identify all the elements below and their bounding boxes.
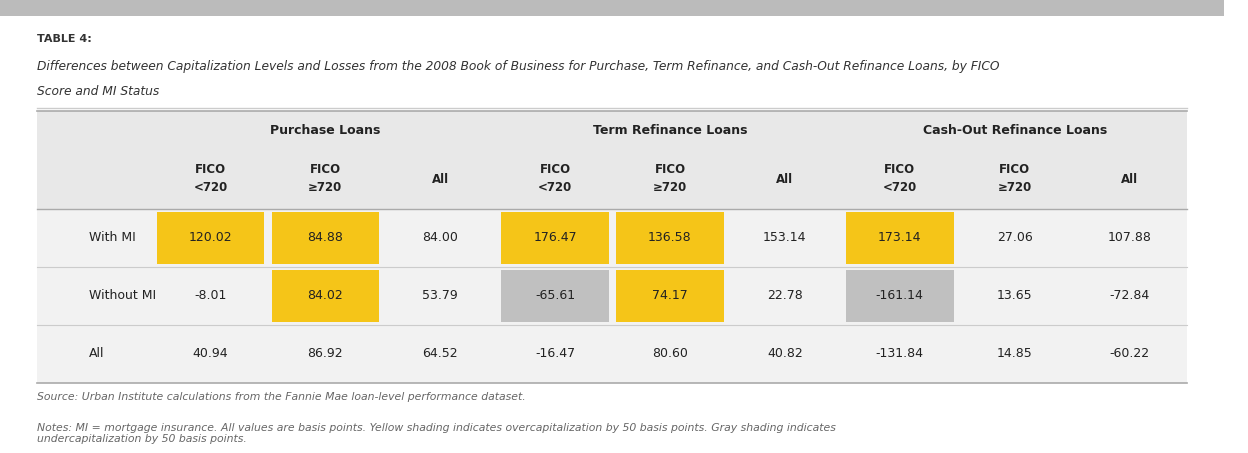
Text: ≥720: ≥720 [653,181,688,194]
Text: 40.82: 40.82 [768,347,802,360]
FancyBboxPatch shape [0,0,1224,16]
Text: 176.47: 176.47 [533,231,577,244]
Text: -161.14: -161.14 [876,289,924,302]
Text: Without MI: Without MI [89,289,156,302]
Text: 84.02: 84.02 [307,289,343,302]
Text: All: All [1121,173,1138,186]
FancyBboxPatch shape [617,212,724,264]
FancyBboxPatch shape [157,212,265,264]
Text: 136.58: 136.58 [648,231,691,244]
Text: 80.60: 80.60 [651,347,688,360]
Text: ≥720: ≥720 [997,181,1032,194]
Text: 22.78: 22.78 [768,289,802,302]
Text: -16.47: -16.47 [535,347,575,360]
FancyBboxPatch shape [617,270,724,322]
Text: <720: <720 [538,181,572,194]
Text: All: All [776,173,794,186]
Text: With MI: With MI [89,231,136,244]
Text: Source: Urban Institute calculations from the Fannie Mae loan-level performance : Source: Urban Institute calculations fro… [36,392,525,402]
FancyBboxPatch shape [272,212,379,264]
Text: -65.61: -65.61 [535,289,575,302]
Text: -8.01: -8.01 [195,289,227,302]
Text: ≥720: ≥720 [308,181,342,194]
Text: 84.88: 84.88 [307,231,343,244]
Text: Cash-Out Refinance Loans: Cash-Out Refinance Loans [922,124,1107,137]
Text: 120.02: 120.02 [188,231,232,244]
Text: 64.52: 64.52 [422,347,458,360]
Text: -60.22: -60.22 [1109,347,1149,360]
Text: 107.88: 107.88 [1107,231,1152,244]
Text: 14.85: 14.85 [997,347,1032,360]
Text: FICO: FICO [195,163,226,176]
FancyBboxPatch shape [272,270,379,322]
Text: FICO: FICO [884,163,915,176]
Text: 84.00: 84.00 [422,231,458,244]
Text: <720: <720 [193,181,227,194]
Text: 86.92: 86.92 [307,347,343,360]
Text: Differences between Capitalization Levels and Losses from the 2008 Book of Busin: Differences between Capitalization Level… [36,60,1000,73]
Text: 27.06: 27.06 [997,231,1032,244]
Text: TABLE 4:: TABLE 4: [36,34,91,44]
Text: Term Refinance Loans: Term Refinance Loans [593,124,748,137]
FancyBboxPatch shape [846,270,953,322]
Text: All: All [432,173,449,186]
Text: 173.14: 173.14 [879,231,921,244]
Text: Purchase Loans: Purchase Loans [270,124,381,137]
Text: 13.65: 13.65 [997,289,1032,302]
Text: All: All [89,347,105,360]
Text: 74.17: 74.17 [653,289,688,302]
Text: -131.84: -131.84 [876,347,924,360]
FancyBboxPatch shape [36,111,1187,209]
Text: 40.94: 40.94 [192,347,228,360]
Text: FICO: FICO [1000,163,1030,176]
FancyBboxPatch shape [36,111,1187,383]
Text: <720: <720 [882,181,917,194]
FancyBboxPatch shape [502,270,609,322]
FancyBboxPatch shape [502,212,609,264]
Text: Notes: MI = mortgage insurance. All values are basis points. Yellow shading indi: Notes: MI = mortgage insurance. All valu… [36,423,836,444]
Text: FICO: FICO [654,163,685,176]
Text: FICO: FICO [310,163,341,176]
Text: 53.79: 53.79 [422,289,458,302]
Text: FICO: FICO [539,163,570,176]
Text: -72.84: -72.84 [1109,289,1149,302]
Text: Score and MI Status: Score and MI Status [36,85,158,98]
Text: 153.14: 153.14 [763,231,806,244]
FancyBboxPatch shape [846,212,953,264]
